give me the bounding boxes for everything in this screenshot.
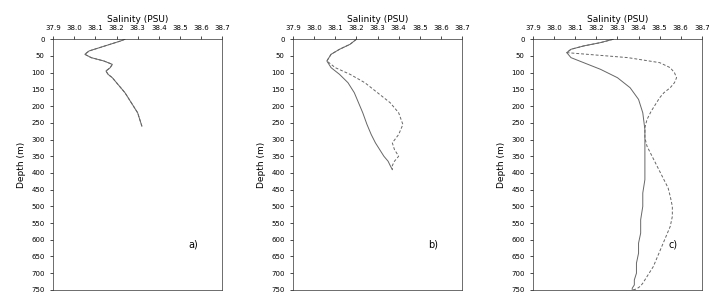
Text: c): c) [668, 240, 677, 250]
X-axis label: Salinity (PSU): Salinity (PSU) [587, 15, 648, 24]
X-axis label: Salinity (PSU): Salinity (PSU) [107, 15, 168, 24]
Y-axis label: Depth (m): Depth (m) [496, 141, 506, 188]
Text: b): b) [428, 240, 438, 250]
Y-axis label: Depth (m): Depth (m) [17, 141, 26, 188]
X-axis label: Salinity (PSU): Salinity (PSU) [347, 15, 408, 24]
Text: a): a) [189, 240, 198, 250]
Y-axis label: Depth (m): Depth (m) [257, 141, 266, 188]
